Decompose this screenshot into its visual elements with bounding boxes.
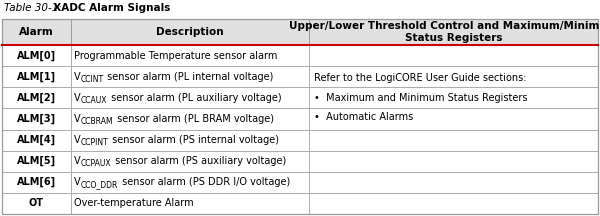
Text: Alarm: Alarm [19, 27, 53, 37]
Text: V: V [74, 114, 80, 124]
Text: Upper/Lower Threshold Control and Maximum/Minimum
Status Registers: Upper/Lower Threshold Control and Maximu… [289, 21, 600, 43]
Bar [2, 193, 71, 214]
Bar [71, 151, 309, 172]
Bar [71, 45, 309, 66]
Bar [309, 45, 598, 66]
Text: ALM[3]: ALM[3] [17, 114, 56, 124]
Text: ALM[2]: ALM[2] [17, 93, 56, 103]
Bar [2, 19, 71, 45]
Text: Programmable Temperature sensor alarm: Programmable Temperature sensor alarm [74, 51, 277, 60]
Bar [71, 193, 309, 214]
Bar [71, 108, 309, 130]
Text: OT: OT [29, 199, 44, 208]
Text: V: V [74, 72, 80, 82]
Text: CCINT: CCINT [80, 75, 104, 84]
Text: Over-temperature Alarm: Over-temperature Alarm [74, 199, 193, 208]
Bar [309, 151, 598, 172]
Text: ALM[0]: ALM[0] [17, 50, 56, 61]
Bar [309, 193, 598, 214]
Text: CCPAUX: CCPAUX [80, 159, 111, 168]
Bar [309, 87, 598, 108]
Bar [309, 108, 598, 130]
Bar [2, 87, 71, 108]
Bar [71, 130, 309, 151]
Bar [2, 172, 71, 193]
Text: Table 30-1:: Table 30-1: [4, 3, 62, 13]
Text: sensor alarm (PL auxiliary voltage): sensor alarm (PL auxiliary voltage) [107, 93, 281, 103]
Text: V: V [74, 156, 80, 166]
Text: CCAUX: CCAUX [80, 96, 107, 105]
Text: V: V [74, 93, 80, 103]
Bar [2, 45, 71, 66]
Text: ALM[5]: ALM[5] [17, 156, 56, 166]
Bar [309, 130, 598, 151]
Text: •  Automatic Alarms: • Automatic Alarms [314, 112, 413, 122]
Text: CCPINT: CCPINT [80, 138, 109, 147]
Text: sensor alarm (PS DDR I/O voltage): sensor alarm (PS DDR I/O voltage) [119, 177, 290, 187]
Text: sensor alarm (PS internal voltage): sensor alarm (PS internal voltage) [109, 135, 279, 145]
Text: XADC Alarm Signals: XADC Alarm Signals [46, 3, 170, 13]
Bar [309, 172, 598, 193]
Text: Description: Description [156, 27, 224, 37]
Text: sensor alarm (PS auxiliary voltage): sensor alarm (PS auxiliary voltage) [112, 156, 286, 166]
Text: ALM[6]: ALM[6] [17, 177, 56, 187]
Bar [71, 66, 309, 87]
Bar [71, 19, 309, 45]
Text: CCO_DDR: CCO_DDR [80, 180, 118, 189]
Text: sensor alarm (PL internal voltage): sensor alarm (PL internal voltage) [104, 72, 274, 82]
Bar [309, 66, 598, 87]
Text: ALM[4]: ALM[4] [17, 135, 56, 145]
Text: •  Maximum and Minimum Status Registers: • Maximum and Minimum Status Registers [314, 93, 527, 103]
Text: ALM[1]: ALM[1] [17, 71, 56, 82]
Bar [2, 108, 71, 130]
Text: Refer to the LogiCORE User Guide sections:: Refer to the LogiCORE User Guide section… [314, 73, 526, 83]
Bar [2, 66, 71, 87]
Bar [71, 172, 309, 193]
Text: V: V [74, 177, 80, 187]
Text: CCBRAM: CCBRAM [80, 117, 113, 126]
Bar [2, 151, 71, 172]
Text: V: V [74, 135, 80, 145]
Bar [309, 19, 598, 45]
Bar [71, 87, 309, 108]
Text: sensor alarm (PL BRAM voltage): sensor alarm (PL BRAM voltage) [114, 114, 274, 124]
Bar [2, 130, 71, 151]
